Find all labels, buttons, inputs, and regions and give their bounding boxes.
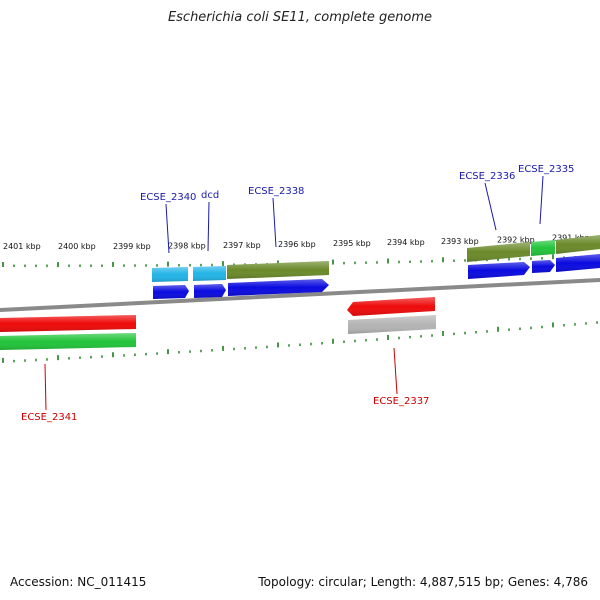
feature-gene-dcd[interactable] <box>193 266 226 281</box>
feature-gene-ecse-2335[interactable] <box>531 240 555 256</box>
tick-label: 2401 kbp <box>3 242 41 251</box>
gene-label-ecse-2341[interactable]: ECSE_2341 <box>21 412 77 423</box>
accession-text: Accession: NC_011415 <box>10 575 147 589</box>
feature-cds-ecse-2340[interactable] <box>153 285 189 299</box>
feature-cds-dcd[interactable] <box>194 284 226 298</box>
feature-cds-ecse-2337[interactable] <box>348 315 436 334</box>
gene-label-ecse-2340[interactable]: ECSE_2340 <box>140 192 196 203</box>
feature-cds-next[interactable] <box>556 254 600 272</box>
tick-label: 2396 kbp <box>278 240 316 249</box>
gene-label-ecse-2337[interactable]: ECSE_2337 <box>373 396 429 407</box>
tick-label: 2395 kbp <box>333 239 371 248</box>
gene-label-ecse-2335[interactable]: ECSE_2335 <box>518 164 574 175</box>
leader-line-ecse-2340 <box>165 203 170 254</box>
tick-label: 2393 kbp <box>441 237 479 246</box>
tick-label: 2394 kbp <box>387 238 425 247</box>
feature-gene-ecse-2338[interactable] <box>227 261 329 279</box>
tick-row-lower <box>2 321 598 363</box>
leader-line-ecse-2336 <box>484 182 497 231</box>
feature-gene-ecse-2336[interactable] <box>467 242 530 262</box>
leader-line-ecse-2338 <box>272 197 277 248</box>
leader-line-ecse-2337 <box>393 347 398 395</box>
tick-label: 2400 kbp <box>58 242 96 251</box>
tick-label: 2392 kbp <box>497 235 535 244</box>
feature-gene-ecse-2337[interactable] <box>347 297 435 316</box>
gene-label-ecse-2338[interactable]: ECSE_2338 <box>248 186 304 197</box>
feature-cds-ecse-2336[interactable] <box>468 262 530 279</box>
feature-gene-ecse-2341[interactable] <box>0 315 136 332</box>
map-title: Escherichia coli SE11, complete genome <box>167 10 433 25</box>
tick-label: 2397 kbp <box>223 241 261 250</box>
gene-label-ecse-2336[interactable]: ECSE_2336 <box>459 171 515 182</box>
tick-label: 2398 kbp <box>168 241 206 250</box>
feature-cds-ecse-2335[interactable] <box>532 260 555 273</box>
genome-summary-text: Topology: circular; Length: 4,887,515 bp… <box>258 575 588 589</box>
tick-labels: 2401 kbp 2400 kbp 2399 kbp 2398 kbp 2397 kbp… <box>3 234 590 251</box>
feature-gene-next[interactable] <box>556 235 600 254</box>
leader-line-ecse-2341 <box>44 363 47 411</box>
tick-label: 2399 kbp <box>113 242 151 251</box>
feature-cds-ecse-2338[interactable] <box>228 279 329 296</box>
genome-backbone <box>0 278 600 312</box>
leader-line-ecse-2335 <box>539 175 544 225</box>
feature-gene-ecse-2340[interactable] <box>152 267 188 282</box>
gene-label-dcd[interactable]: dcd <box>201 190 219 201</box>
tick-label: 2391 kbp <box>552 234 590 243</box>
feature-cds-ecse-2341[interactable] <box>0 333 136 350</box>
leader-line-dcd <box>207 201 210 252</box>
